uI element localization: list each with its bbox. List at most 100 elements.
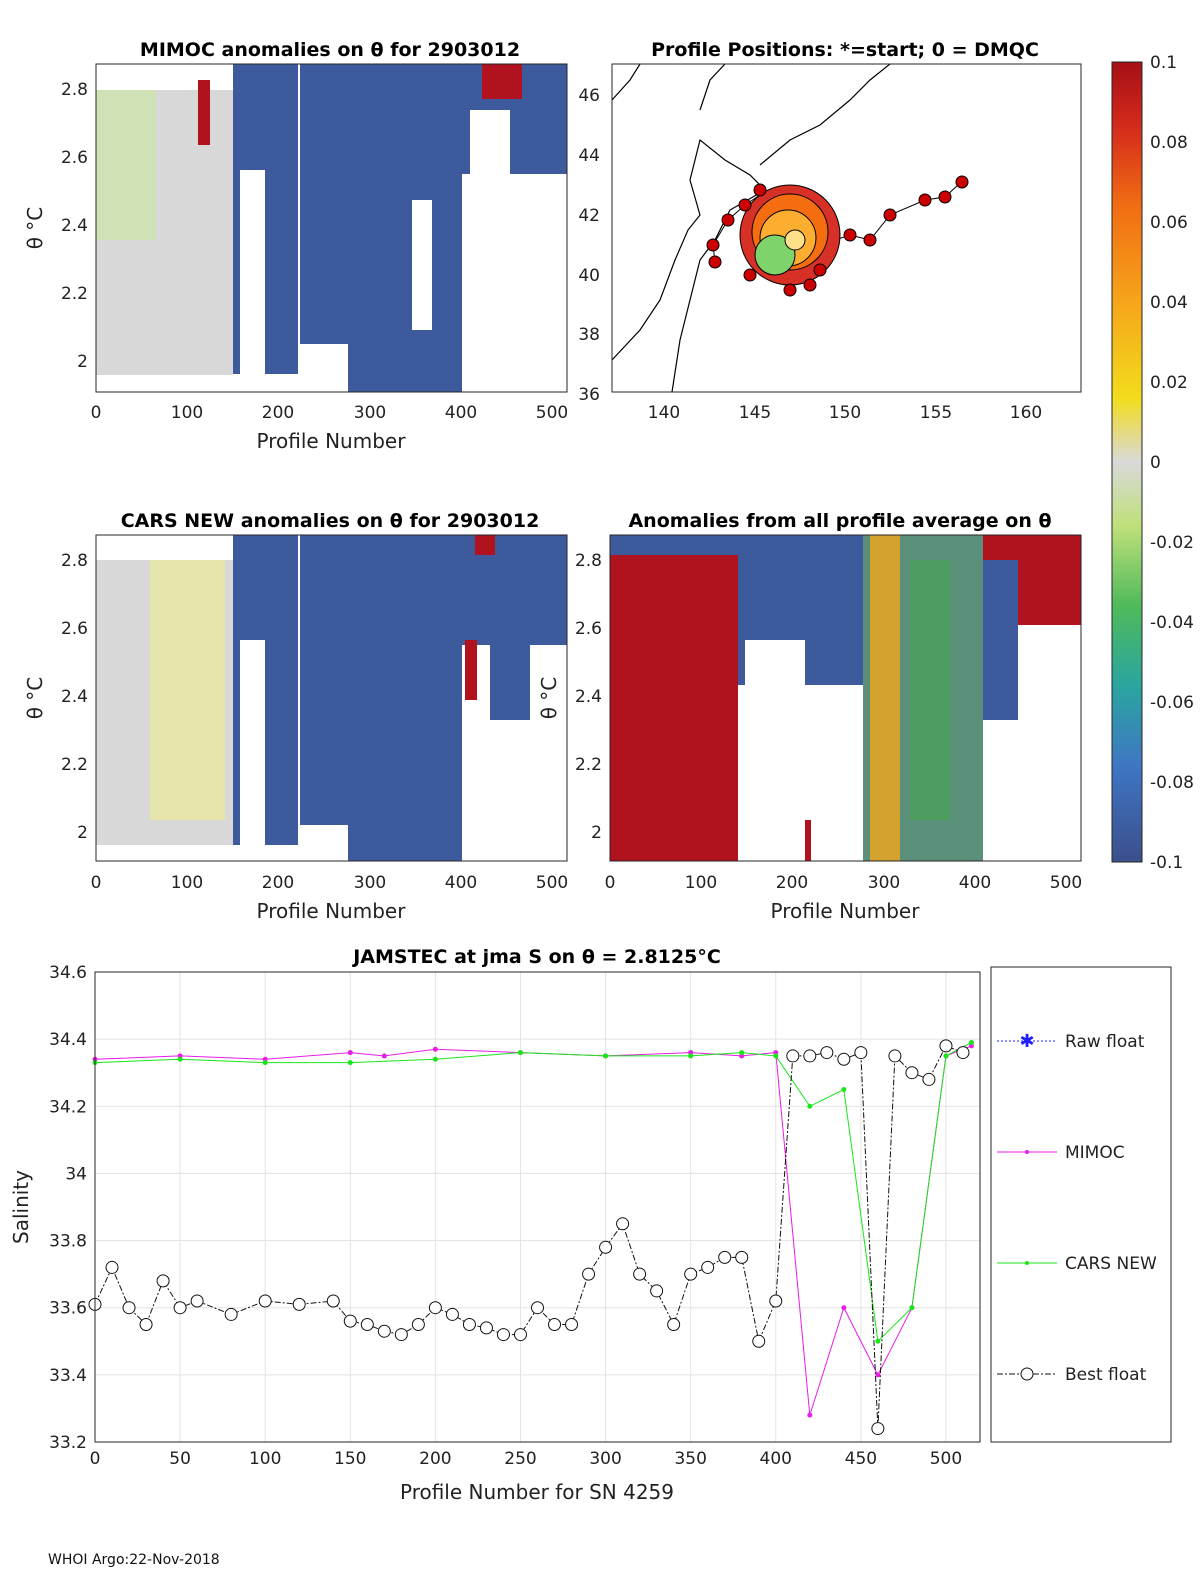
series-point-best-float <box>939 1039 953 1053</box>
series-point-best-float <box>616 1217 630 1231</box>
series-point-best-float <box>445 1307 459 1321</box>
mimoc-block-blue-2 <box>300 64 350 344</box>
mimoc-gap-1 <box>240 170 265 390</box>
series-point-cars-new <box>603 1053 609 1059</box>
avg-ytick: 2.8 <box>575 551 602 571</box>
track-point <box>843 228 857 242</box>
mimoc-heatmap <box>96 64 567 392</box>
avg-xtick: 0 <box>605 873 616 893</box>
series-point-cars-new <box>262 1060 268 1066</box>
colorbar-tick: -0.02 <box>1150 533 1194 553</box>
jamstec-xtick: 0 <box>90 1449 101 1469</box>
coastline-japan <box>612 138 766 392</box>
jamstec-xtick: 150 <box>334 1449 366 1469</box>
mimoc-xtick: 400 <box>445 403 477 423</box>
series-point-best-float <box>292 1297 306 1311</box>
cars-block-blue-5 <box>490 560 530 720</box>
colorbar-tick: -0.1 <box>1150 853 1183 873</box>
avg-block-blue-3 <box>983 560 1018 720</box>
legend-mimoc-label: MIMOC <box>1065 1143 1125 1163</box>
jamstec-ytick: 33.8 <box>49 1232 87 1252</box>
mimoc-xtick: 300 <box>354 403 386 423</box>
map-xtick: 145 <box>739 403 771 423</box>
colorbar-tick: 0.02 <box>1150 373 1188 393</box>
avg-block-blue-1 <box>610 535 738 555</box>
colorbar-tick: -0.08 <box>1150 773 1194 793</box>
track-point <box>783 283 797 297</box>
avg-block-yellow <box>870 535 900 861</box>
cars-block-blue-2 <box>300 535 350 825</box>
avg-xticks: 0 100 200 300 400 500 <box>605 873 1083 893</box>
track-point <box>708 255 722 269</box>
series-point-cars-new <box>347 1060 353 1066</box>
series-point-best-float <box>513 1328 527 1342</box>
jamstec-xtick: 300 <box>589 1449 621 1469</box>
series-point-cars-new <box>875 1338 881 1344</box>
series-point-best-float <box>343 1314 357 1328</box>
track-point <box>813 263 827 277</box>
jamstec-ytick: 33.6 <box>49 1299 87 1319</box>
jamstec-xticks: 0 50 100 150 200 250 300 350 400 450 500 <box>90 1449 963 1469</box>
cars-ytick: 2.2 <box>61 755 88 775</box>
avg-xtick: 500 <box>1050 873 1082 893</box>
mimoc-ytick: 2.2 <box>61 284 88 304</box>
track-cluster-core <box>784 229 806 251</box>
jamstec-panel: JAMSTEC at jma S on θ = 2.8125°C 33.233.… <box>9 946 1172 1504</box>
series-point-cars-new <box>943 1053 949 1059</box>
colorbar: 0.1 0.08 0.06 0.04 0.02 0 -0.02 -0.04 -0… <box>1111 53 1194 873</box>
mimoc-xticks: 0 100 200 300 400 500 <box>91 403 569 423</box>
series-point-best-float <box>173 1301 187 1315</box>
legend-mimoc-marker <box>1025 1150 1029 1154</box>
series-point-cars-new <box>773 1053 779 1059</box>
avg-heatmap <box>610 535 1081 861</box>
legend-raw-marker: ✱ <box>1019 1031 1034 1052</box>
footer-text: WHOI Argo:22-Nov-2018 <box>48 1552 220 1568</box>
avg-xtick: 300 <box>868 873 900 893</box>
avg-ytick: 2.6 <box>575 619 602 639</box>
coastline-mainland <box>612 64 641 101</box>
track-point <box>863 233 877 247</box>
avg-ytick: 2.2 <box>575 755 602 775</box>
cars-xticks: 0 100 200 300 400 500 <box>91 873 569 893</box>
series-point-best-float <box>394 1328 408 1342</box>
series-point-best-float <box>479 1321 493 1335</box>
jamstec-series <box>88 1039 974 1436</box>
cars-xtick: 500 <box>536 873 568 893</box>
colorbar-tick: 0.06 <box>1150 213 1188 233</box>
jamstec-ytick: 33.2 <box>49 1433 87 1453</box>
series-point-mimoc <box>841 1305 847 1311</box>
legend-best-label: Best float <box>1065 1365 1147 1385</box>
jamstec-ytick: 33.4 <box>49 1366 87 1386</box>
series-point-mimoc <box>875 1372 881 1378</box>
series-point-best-float <box>105 1260 119 1274</box>
track-point <box>738 198 752 212</box>
jamstec-ylabel: Salinity <box>9 1170 33 1244</box>
series-point-best-float <box>735 1250 749 1264</box>
mimoc-xtick: 200 <box>262 403 294 423</box>
legend-raw-label: Raw float <box>1065 1032 1145 1052</box>
cars-block-yellow <box>150 560 225 820</box>
avg-block-red-1 <box>610 555 738 861</box>
series-point-cars-new <box>807 1103 813 1109</box>
mimoc-ytick: 2.8 <box>61 80 88 100</box>
jamstec-xtick: 50 <box>169 1449 191 1469</box>
legend-box <box>990 966 1172 1443</box>
series-line-cars-new <box>94 1042 972 1343</box>
cars-panel: CARS NEW anomalies on θ for 2903012 2.8 … <box>23 510 568 923</box>
mimoc-ytick: 2 <box>77 352 88 372</box>
cars-axes <box>95 534 568 862</box>
map-track <box>706 175 969 297</box>
avg-title: Anomalies from all profile average on θ <box>628 510 1051 532</box>
avg-xtick: 100 <box>685 873 717 893</box>
series-point-best-float <box>854 1046 868 1060</box>
mimoc-ytick: 2.4 <box>61 216 88 236</box>
track-cluster-green <box>754 234 796 276</box>
series-point-best-float <box>531 1301 544 1315</box>
mimoc-xlabel: Profile Number <box>257 429 407 453</box>
series-point-best-float <box>837 1052 851 1066</box>
track-point <box>938 190 952 204</box>
map-ytick: 36 <box>578 385 600 405</box>
map-ytick: 38 <box>578 325 600 345</box>
cars-ylabel: θ °C <box>23 677 47 720</box>
series-point-best-float <box>650 1284 664 1298</box>
